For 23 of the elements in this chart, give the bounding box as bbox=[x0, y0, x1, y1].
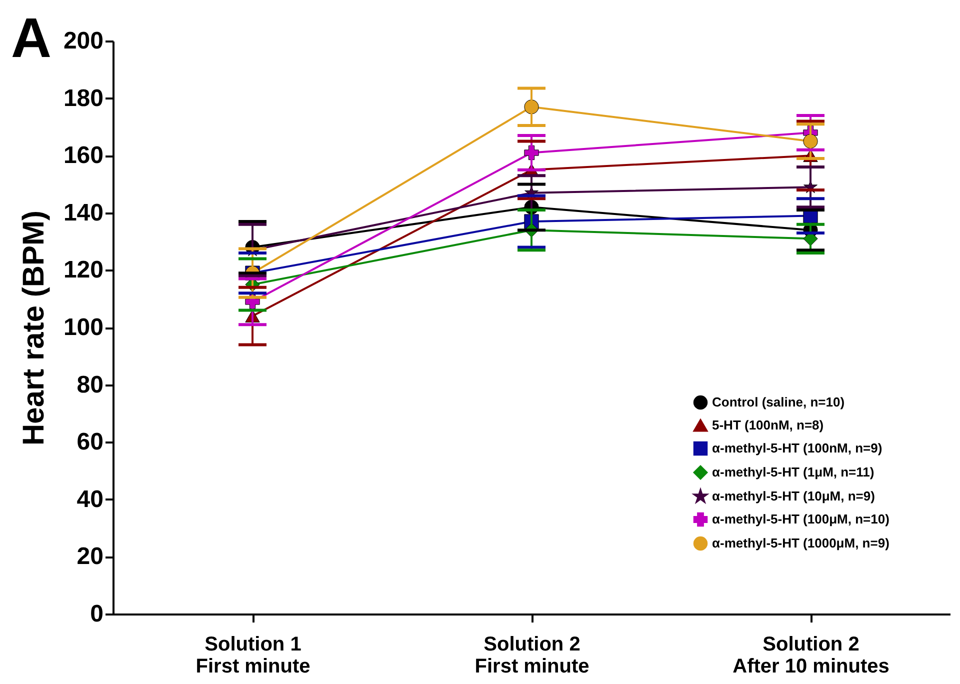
x-tick-label: Solution 2 After 10 minutes bbox=[732, 634, 890, 678]
legend-label: α-methyl-5-HT (1000μM, n=9) bbox=[712, 536, 890, 550]
y-tick-label: 80 bbox=[76, 371, 104, 398]
y-tick-label: 60 bbox=[76, 428, 104, 456]
legend-label: α-methyl-5-HT (10μM, n=9) bbox=[712, 488, 875, 504]
x-tick-label: Solution 1 First minute bbox=[196, 634, 310, 678]
y-tick-label: 160 bbox=[63, 142, 104, 170]
legend-label: 5-HT (100nM, n=8) bbox=[712, 418, 824, 432]
legend-label: α-methyl-5-HT (1μM, n=11) bbox=[712, 464, 874, 480]
y-tick-label: 0 bbox=[90, 600, 104, 628]
legend-label: α-methyl-5-HT (100μM, n=10) bbox=[712, 512, 890, 526]
y-axis-title: Heart rate (BPM) bbox=[17, 210, 50, 446]
text: A bbox=[10, 6, 52, 69]
y-tick-label: 100 bbox=[63, 314, 104, 341]
legend-label: α-methyl-5-HT (100nM, n=9) bbox=[712, 440, 882, 456]
y-tick-label: 180 bbox=[63, 84, 104, 112]
y-tick-label: 200 bbox=[63, 28, 104, 54]
y-tick-label: 120 bbox=[63, 256, 104, 284]
legend-label: Control (saline, n=10) bbox=[712, 394, 845, 410]
y-tick-label: 140 bbox=[63, 199, 104, 226]
y-tick-label: 20 bbox=[76, 543, 104, 570]
y-tick-label: 40 bbox=[76, 486, 104, 513]
x-tick-label: Solution 2 First minute bbox=[474, 634, 590, 678]
